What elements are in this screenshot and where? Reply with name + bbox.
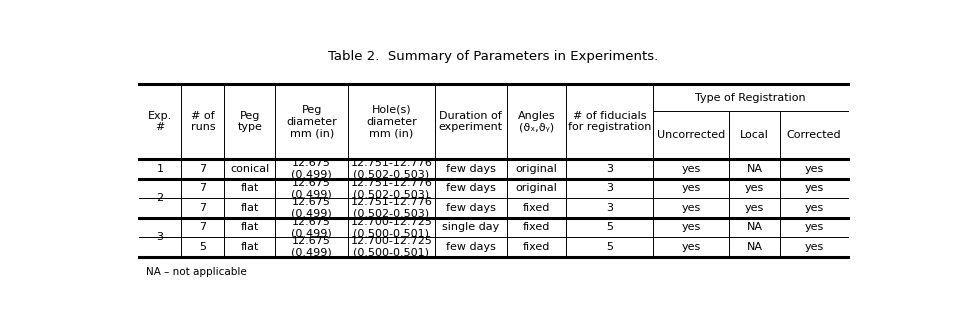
- Text: 5: 5: [607, 242, 613, 252]
- Text: yes: yes: [682, 242, 701, 252]
- Text: Duration of
experiment: Duration of experiment: [439, 111, 503, 132]
- Text: Exp.
#: Exp. #: [148, 111, 172, 132]
- Text: NA – not applicable: NA – not applicable: [146, 267, 247, 277]
- Text: 3: 3: [607, 203, 613, 213]
- Text: 7: 7: [200, 222, 206, 232]
- Text: yes: yes: [682, 183, 701, 193]
- Text: Angles
(ϑₓ,ϑᵧ): Angles (ϑₓ,ϑᵧ): [518, 111, 556, 132]
- Text: Type of Registration: Type of Registration: [695, 93, 805, 103]
- Text: fixed: fixed: [523, 203, 550, 213]
- Text: 12.675
(0.499): 12.675 (0.499): [292, 177, 332, 199]
- Text: Peg
diameter
mm (in): Peg diameter mm (in): [286, 105, 337, 138]
- Text: flat: flat: [241, 183, 259, 193]
- Text: conical: conical: [230, 164, 270, 174]
- Text: 12.751-12.776
(0.502-0.503): 12.751-12.776 (0.502-0.503): [350, 158, 432, 180]
- Text: yes: yes: [804, 242, 824, 252]
- Text: 3: 3: [607, 164, 613, 174]
- Text: flat: flat: [241, 242, 259, 252]
- Text: yes: yes: [745, 183, 764, 193]
- Text: few days: few days: [445, 203, 495, 213]
- Text: 3: 3: [156, 232, 163, 242]
- Text: Table 2.  Summary of Parameters in Experiments.: Table 2. Summary of Parameters in Experi…: [328, 50, 659, 63]
- Text: 12.751-12.776
(0.502-0.503): 12.751-12.776 (0.502-0.503): [350, 177, 432, 199]
- Text: Peg
type: Peg type: [237, 111, 262, 132]
- Text: yes: yes: [682, 164, 701, 174]
- Text: # of fiducials
for registration: # of fiducials for registration: [568, 111, 652, 132]
- Text: few days: few days: [445, 164, 495, 174]
- Text: yes: yes: [682, 222, 701, 232]
- Text: Uncorrected: Uncorrected: [657, 130, 725, 140]
- Text: 7: 7: [200, 203, 206, 213]
- Text: original: original: [516, 164, 558, 174]
- Text: 12.700-12.725
(0.500-0.501): 12.700-12.725 (0.500-0.501): [350, 217, 432, 238]
- Text: few days: few days: [445, 242, 495, 252]
- Text: few days: few days: [445, 183, 495, 193]
- Text: 12.700-12.725
(0.500-0.501): 12.700-12.725 (0.500-0.501): [350, 236, 432, 258]
- Text: 1: 1: [156, 164, 163, 174]
- Text: 3: 3: [607, 183, 613, 193]
- Text: NA: NA: [747, 242, 762, 252]
- Text: Local: Local: [740, 130, 769, 140]
- Text: 7: 7: [200, 164, 206, 174]
- Text: flat: flat: [241, 222, 259, 232]
- Text: yes: yes: [804, 222, 824, 232]
- Text: fixed: fixed: [523, 242, 550, 252]
- Text: 7: 7: [200, 183, 206, 193]
- Text: 2: 2: [156, 193, 163, 203]
- Text: yes: yes: [804, 164, 824, 174]
- Text: flat: flat: [241, 203, 259, 213]
- Text: single day: single day: [443, 222, 499, 232]
- Text: Corrected: Corrected: [786, 130, 841, 140]
- Text: 12.675
(0.499): 12.675 (0.499): [292, 236, 332, 258]
- Text: 12.751-12.776
(0.502-0.503): 12.751-12.776 (0.502-0.503): [350, 197, 432, 219]
- Text: NA: NA: [747, 222, 762, 232]
- Text: 12.675
(0.499): 12.675 (0.499): [292, 217, 332, 238]
- Text: NA: NA: [747, 164, 762, 174]
- Text: 5: 5: [200, 242, 206, 252]
- Text: yes: yes: [745, 203, 764, 213]
- Text: yes: yes: [804, 183, 824, 193]
- Text: fixed: fixed: [523, 222, 550, 232]
- Text: original: original: [516, 183, 558, 193]
- Text: yes: yes: [682, 203, 701, 213]
- Text: yes: yes: [804, 203, 824, 213]
- Text: 12.675
(0.499): 12.675 (0.499): [292, 197, 332, 219]
- Text: # of
runs: # of runs: [191, 111, 215, 132]
- Text: 5: 5: [607, 222, 613, 232]
- Text: Hole(s)
diameter
mm (in): Hole(s) diameter mm (in): [366, 105, 417, 138]
- Text: 12.675
(0.499): 12.675 (0.499): [292, 158, 332, 180]
